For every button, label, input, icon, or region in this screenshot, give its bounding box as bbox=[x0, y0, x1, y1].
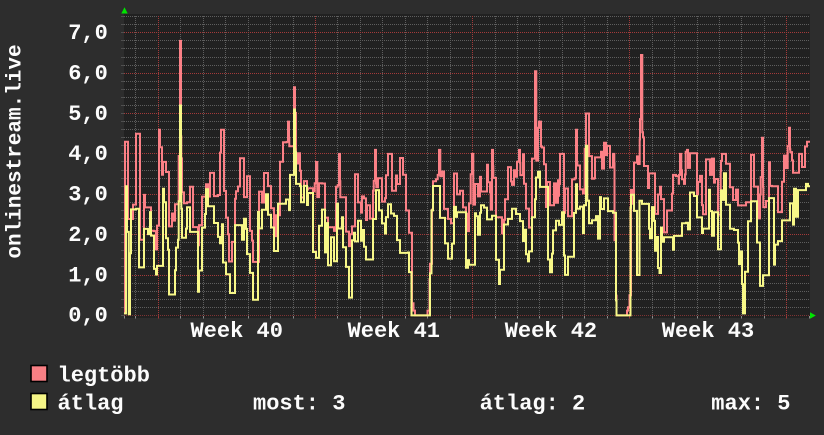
svg-text:2,0: 2,0 bbox=[68, 223, 108, 248]
svg-text:5,0: 5,0 bbox=[68, 102, 108, 127]
svg-text:onlinestream.live: onlinestream.live bbox=[5, 44, 28, 258]
svg-text:átlag: 2: átlag: 2 bbox=[480, 392, 586, 417]
svg-text:4,0: 4,0 bbox=[68, 142, 108, 167]
svg-text:Week 41: Week 41 bbox=[348, 319, 440, 344]
svg-text:6,0: 6,0 bbox=[68, 62, 108, 87]
svg-text:Week 43: Week 43 bbox=[662, 319, 754, 344]
svg-text:7,0: 7,0 bbox=[68, 21, 108, 46]
svg-text:0,0: 0,0 bbox=[68, 304, 108, 329]
svg-text:Week 40: Week 40 bbox=[190, 319, 282, 344]
svg-text:most: 3: most: 3 bbox=[253, 392, 345, 417]
svg-text:legtöbb: legtöbb bbox=[58, 364, 150, 389]
svg-text:1,0: 1,0 bbox=[68, 263, 108, 288]
svg-text:3,0: 3,0 bbox=[68, 183, 108, 208]
svg-text:átlag: átlag bbox=[58, 392, 124, 417]
svg-text:Week 42: Week 42 bbox=[505, 319, 597, 344]
svg-text:max: 5: max: 5 bbox=[711, 392, 790, 417]
